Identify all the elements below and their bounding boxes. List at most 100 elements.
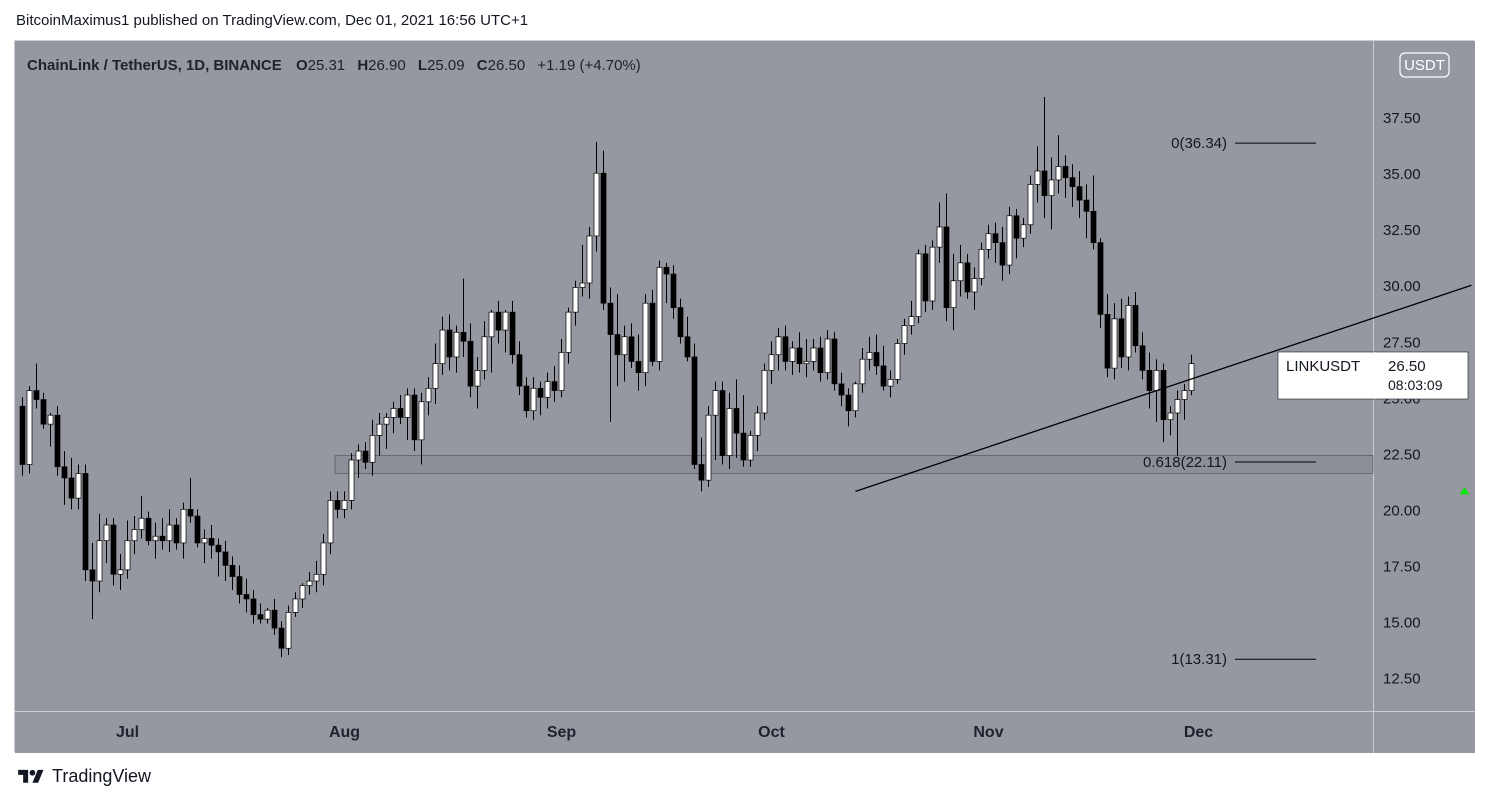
candlestick-chart[interactable]: 0(36.34) 0.618(22.11) 1(13.31) 12.50 15.00 1… <box>15 41 1475 753</box>
drawings: 0(36.34) 0.618(22.11) 1(13.31) <box>855 135 1472 668</box>
candle <box>894 339 901 384</box>
candle-body <box>901 325 908 344</box>
candle <box>180 502 187 559</box>
candle-body <box>404 394 411 418</box>
fib-level: 1(13.31) <box>1171 651 1316 668</box>
candle <box>803 339 810 378</box>
candle <box>481 321 488 380</box>
candle <box>362 442 369 469</box>
candle-body <box>26 390 33 465</box>
candle <box>873 334 880 375</box>
candle <box>1076 170 1083 219</box>
candle-body <box>82 473 89 571</box>
candle <box>390 401 397 434</box>
candle <box>488 309 495 373</box>
candle <box>145 511 152 546</box>
candle-body <box>425 387 432 403</box>
candle <box>1167 406 1174 436</box>
candle <box>1055 135 1062 194</box>
candle <box>747 430 754 467</box>
support-zone <box>334 455 1374 474</box>
candle <box>439 316 446 375</box>
candle-body <box>453 331 460 358</box>
candle-body <box>292 598 299 613</box>
candle-body <box>103 524 110 542</box>
legend-symbol: ChainLink / TetherUS, 1D, BINANCE <box>27 57 282 74</box>
candle <box>1013 209 1020 259</box>
candle <box>110 518 117 586</box>
price-tick-label: 27.50 <box>1383 334 1421 351</box>
candle <box>222 540 229 582</box>
candle-body <box>621 336 628 356</box>
candle-body <box>999 242 1006 266</box>
candle-body <box>306 580 313 586</box>
candle-body <box>61 466 68 479</box>
candle-body <box>992 233 999 244</box>
candle <box>572 280 579 326</box>
candle <box>397 395 404 425</box>
candle-body <box>607 302 614 335</box>
candle-body <box>446 329 453 358</box>
currency-badge: USDT <box>1404 57 1445 74</box>
legend-change: +1.19 (+4.70%) <box>537 57 640 74</box>
candle <box>47 412 54 447</box>
candle-body <box>369 435 376 463</box>
price-tag-price: 26.50 <box>1388 358 1426 375</box>
candle-body <box>894 343 901 380</box>
candle <box>551 365 558 402</box>
candle <box>1139 332 1146 380</box>
candle <box>404 388 411 440</box>
candle-body <box>565 311 572 353</box>
candle-body <box>194 515 201 544</box>
candle-body <box>264 609 271 620</box>
candle-body <box>474 370 481 387</box>
time-axis[interactable] <box>15 711 1475 753</box>
candle-body <box>628 336 635 362</box>
candle-body <box>887 379 894 387</box>
candle <box>348 453 355 510</box>
candle <box>908 300 915 335</box>
candle <box>859 347 866 393</box>
candle-body <box>1055 166 1062 181</box>
price-tick-label: 17.50 <box>1383 558 1421 575</box>
candle <box>467 323 474 398</box>
candle <box>411 388 418 452</box>
candle-body <box>929 246 936 302</box>
candle <box>33 363 40 409</box>
candle <box>369 419 376 476</box>
candle <box>306 572 313 595</box>
candle <box>383 412 390 449</box>
currency-selector[interactable]: 4 USDT <box>1399 52 1450 78</box>
candle-body <box>47 414 54 425</box>
candle <box>789 341 796 375</box>
candle-body <box>859 358 866 385</box>
candle-body <box>355 450 362 461</box>
candle-body <box>740 432 747 461</box>
candle-body <box>873 352 880 367</box>
candle-body <box>19 405 26 465</box>
ascending-support-trendline <box>855 284 1472 493</box>
candle-body <box>96 540 103 582</box>
candle <box>558 339 565 398</box>
candle-body <box>1160 370 1167 421</box>
candle <box>698 437 705 492</box>
candle <box>355 444 362 478</box>
candle-body <box>334 500 341 510</box>
candle <box>733 379 740 458</box>
candle <box>922 244 929 313</box>
candle-body <box>432 363 439 389</box>
candle-body <box>796 347 803 365</box>
candle-body <box>33 390 40 400</box>
candle <box>985 224 992 259</box>
candle <box>1048 157 1055 230</box>
candle-body <box>215 544 222 553</box>
candle-body <box>250 598 257 615</box>
price-tick-label: 15.00 <box>1383 614 1421 631</box>
candle-body <box>1139 345 1146 371</box>
candle-body <box>852 383 859 412</box>
candle <box>509 300 516 364</box>
candle <box>663 262 670 304</box>
fib-level: 0.618(22.11) <box>1143 454 1316 471</box>
candle-body <box>1013 215 1020 239</box>
fib-level: 0(36.34) <box>1171 135 1316 152</box>
